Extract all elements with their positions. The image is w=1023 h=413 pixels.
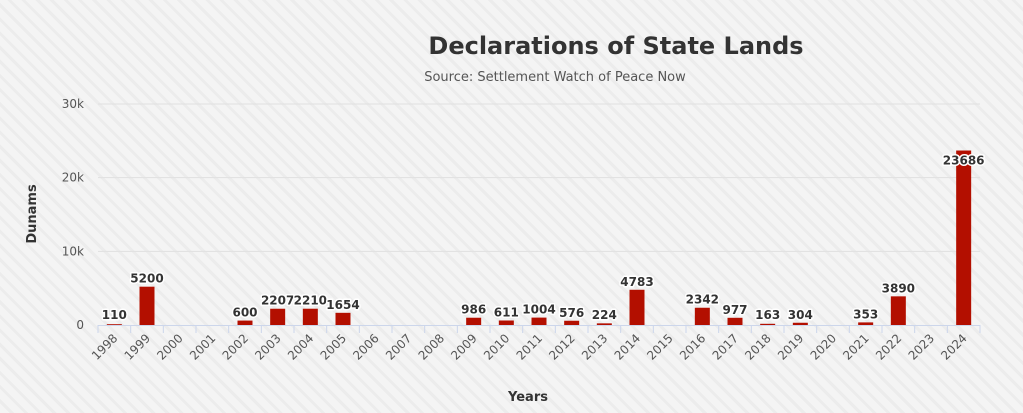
bar-2014[interactable] (629, 289, 645, 325)
data-label: 110 (102, 308, 127, 322)
bar-2009[interactable] (466, 317, 482, 325)
data-label: 23686 (943, 154, 985, 168)
x-tick-label: 2020 (808, 331, 839, 362)
data-label: 3890 (882, 281, 915, 295)
y-tick-label: 10k (62, 244, 84, 258)
bar-2016[interactable] (694, 307, 710, 325)
data-label: 600 (232, 306, 257, 320)
bar-2013[interactable] (596, 323, 612, 325)
x-tick-label: 2015 (644, 331, 675, 362)
bar-2018[interactable] (760, 323, 776, 325)
x-tick-label: 2001 (187, 331, 218, 362)
x-tick-label: 2016 (677, 331, 708, 362)
y-tick-label: 30k (62, 97, 84, 111)
bar-2002[interactable] (237, 320, 253, 325)
x-tick-label: 2010 (481, 331, 512, 362)
x-tick-label: 2022 (873, 331, 904, 362)
data-label: 977 (722, 303, 747, 317)
x-tick-label: 2007 (383, 331, 414, 362)
data-label: 4783 (620, 275, 653, 289)
x-tick-label: 2002 (220, 331, 251, 362)
x-tick-label: 2009 (448, 331, 479, 362)
chart-subtitle: Source: Settlement Watch of Peace Now (424, 70, 686, 85)
x-tick-label: 2008 (416, 331, 447, 362)
data-label: 1654 (326, 298, 359, 312)
data-label: 986 (461, 303, 486, 317)
x-tick-label: 2011 (514, 331, 545, 362)
bar-2004[interactable] (302, 308, 318, 325)
data-label: 224 (592, 308, 617, 322)
data-label: 353 (853, 307, 878, 321)
data-label: 576 (559, 306, 584, 320)
data-label: 163 (755, 308, 780, 322)
data-label: 304 (788, 308, 813, 322)
x-tick-label: 2006 (350, 331, 381, 362)
y-tick-label: 20k (62, 171, 84, 185)
x-tick-label: 2005 (318, 331, 349, 362)
x-tick-label: 2012 (546, 331, 577, 362)
x-tick-label: 1999 (122, 331, 153, 362)
x-tick-label: 2018 (742, 331, 773, 362)
x-tick-label: 2014 (612, 331, 643, 362)
x-tick-label: 2013 (579, 331, 610, 362)
y-axis-label: Dunams (25, 184, 40, 244)
y-tick-label: 0 (76, 318, 84, 332)
x-tick-label: 1998 (89, 331, 120, 362)
bar-2021[interactable] (858, 322, 874, 325)
chart-title: Declarations of State Lands (428, 32, 803, 60)
bar-1999[interactable] (139, 286, 155, 325)
bar-2005[interactable] (335, 312, 351, 325)
bar-2019[interactable] (792, 322, 808, 325)
x-tick-label: 2023 (906, 331, 937, 362)
bar-2024[interactable] (956, 150, 972, 325)
data-label: 611 (494, 305, 519, 319)
x-tick-label: 2024 (938, 331, 969, 362)
data-label: 2342 (686, 293, 719, 307)
x-tick-label: 2000 (154, 331, 185, 362)
x-tick-label: 2017 (710, 331, 741, 362)
data-label: 2207 (261, 294, 294, 308)
data-label: 1004 (522, 303, 555, 317)
x-tick-label: 2019 (775, 331, 806, 362)
bar-2011[interactable] (531, 317, 547, 325)
x-tick-label: 2021 (840, 331, 871, 362)
bar-2022[interactable] (890, 296, 906, 325)
bar-2017[interactable] (727, 317, 743, 325)
x-tick-label: 2003 (252, 331, 283, 362)
bar-2010[interactable] (498, 320, 514, 325)
x-axis-label: Years (507, 390, 548, 405)
x-tick-label: 2004 (285, 331, 316, 362)
data-label: 5200 (130, 272, 163, 286)
bar-1998[interactable] (106, 324, 122, 325)
data-label: 2210 (294, 294, 327, 308)
bar-2003[interactable] (270, 308, 286, 325)
bar-2012[interactable] (564, 320, 580, 325)
